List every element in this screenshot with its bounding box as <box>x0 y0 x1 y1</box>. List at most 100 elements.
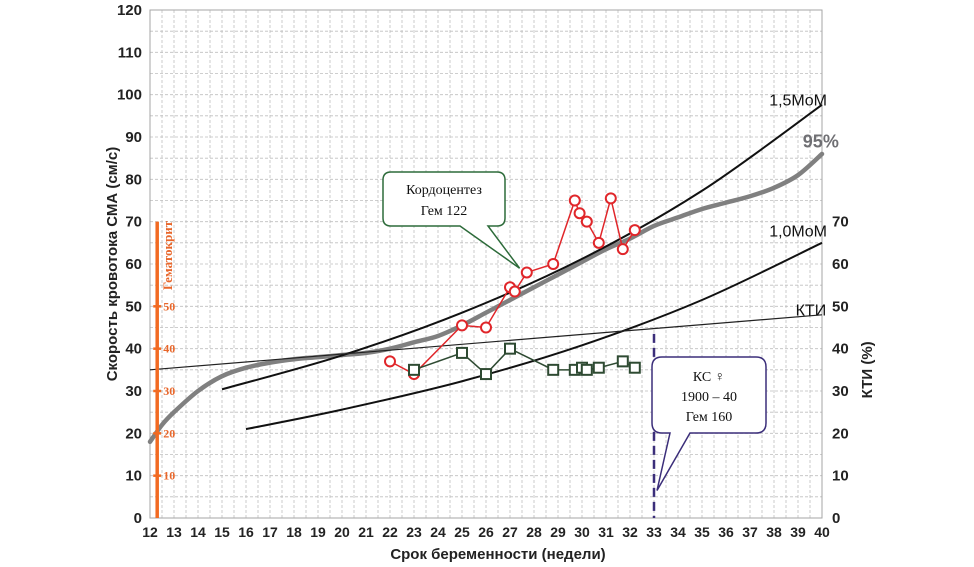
y-tick-label: 120 <box>117 2 142 19</box>
y-tick-label: 0 <box>134 510 142 527</box>
reference-curves: 1,5MoM 1,0MoM 95% КТИ <box>147 92 839 445</box>
cordocentesis-callout-box <box>382 171 521 269</box>
y-tick-label: 40 <box>125 341 142 358</box>
x-tick-label: 39 <box>790 524 806 540</box>
y2-tick-label: 30 <box>832 383 849 400</box>
x-tick-label: 33 <box>646 524 662 540</box>
y2-tick-label: 50 <box>832 298 849 315</box>
p95-curve <box>147 151 825 445</box>
mca-point <box>628 224 641 237</box>
x-tick-label: 31 <box>598 524 614 540</box>
mom-1-5-label: 1,5MoM <box>769 92 827 109</box>
y-tick-label: 100 <box>117 87 142 104</box>
mca-point <box>604 192 617 205</box>
mca-point <box>384 355 396 368</box>
grid <box>149 9 823 519</box>
y-axis-title: Скорость кровотока СМА (см/с) <box>104 147 121 382</box>
x-tick-label: 38 <box>766 524 782 540</box>
x-tick-label: 16 <box>238 524 254 540</box>
x-tick-label: 18 <box>286 524 302 540</box>
y-tick-label: 60 <box>125 256 142 273</box>
y2-tick-label: 60 <box>832 256 849 273</box>
x-tick-label: 26 <box>478 524 494 540</box>
callouts: Кордоцентез Гем 122 КС ♀ 1900 – 40 Гем 160 <box>382 171 767 491</box>
mca-point <box>508 285 521 298</box>
cti-point <box>580 363 593 376</box>
x-tick-label: 27 <box>502 524 518 540</box>
cordocentesis-callout-line2: Гем 122 <box>421 204 468 219</box>
x-tick-label: 34 <box>670 524 686 540</box>
hematocrit-scale: 10 20 30 40 50 Гематокрит <box>153 220 175 518</box>
x-tick-labels: 12 13 14 15 16 17 18 19 20 21 22 23 24 25 26 27 28 29 30 31… <box>142 524 830 540</box>
delivery-callout-line2: 1900 – 40 <box>681 390 737 405</box>
cti-point <box>456 346 468 359</box>
p95-label: 95% <box>803 132 839 152</box>
mca-point <box>573 207 586 220</box>
x-tick-label: 29 <box>550 524 566 540</box>
kti-line <box>149 314 823 371</box>
plot-frame <box>149 9 823 519</box>
y-tick-label: 50 <box>125 298 142 315</box>
x-tick-label: 36 <box>718 524 734 540</box>
mom-1-0-label: 1,0MoM <box>769 223 827 240</box>
y2-tick-label: 10 <box>832 468 849 485</box>
y-tick-label: 20 <box>125 425 142 442</box>
x-tick-label: 15 <box>214 524 230 540</box>
x-tick-label: 17 <box>262 524 278 540</box>
x-tick-label: 14 <box>190 524 206 540</box>
y2-tick-label: 40 <box>832 341 849 358</box>
hematocrit-tick-label: 50 <box>163 299 175 313</box>
x-tick-label: 23 <box>406 524 422 540</box>
mom-1-0-curve <box>245 241 823 431</box>
hematocrit-tick-label: 10 <box>163 469 175 483</box>
cti-point <box>547 363 560 376</box>
mca-point <box>568 194 581 207</box>
x-tick-label: 20 <box>334 524 350 540</box>
y-tick-label: 110 <box>118 44 142 61</box>
x-tick-label: 35 <box>694 524 710 540</box>
mca-point <box>520 266 533 279</box>
hematocrit-tick-label: 20 <box>163 426 175 440</box>
mca-point <box>616 243 629 256</box>
x-axis-title: Срок беременности (недели) <box>390 546 605 563</box>
x-tick-label: 21 <box>358 524 374 540</box>
y-tick-label: 10 <box>125 468 142 485</box>
y2-tick-label: 20 <box>832 425 849 442</box>
cti-point <box>592 361 605 374</box>
cti-point <box>480 368 492 381</box>
y-tick-labels: 0 10 20 30 40 50 60 70 80 90 100 110 120 <box>117 2 142 527</box>
data-series <box>384 192 656 518</box>
mca-point <box>592 236 605 249</box>
mca-point <box>580 215 593 228</box>
kti-label: КТИ <box>796 303 827 320</box>
x-tick-label: 13 <box>166 524 182 540</box>
y2-tick-label: 0 <box>832 510 840 527</box>
y2-tick-label: 70 <box>832 214 849 231</box>
hematocrit-tick-label: 40 <box>163 342 175 356</box>
cordocentesis-callout-line1: Кордоцентез <box>406 183 482 198</box>
mca-point <box>480 321 492 334</box>
x-tick-label: 22 <box>382 524 398 540</box>
x-tick-label: 37 <box>742 524 758 540</box>
x-tick-label: 32 <box>622 524 638 540</box>
x-tick-label: 24 <box>430 524 446 540</box>
delivery-callout-box <box>651 356 767 491</box>
x-tick-label: 30 <box>574 524 590 540</box>
cti-point <box>408 363 420 376</box>
x-tick-label: 28 <box>526 524 542 540</box>
cti-point <box>616 355 629 368</box>
y2-tick-labels: 0 10 20 30 40 50 60 70 <box>832 214 849 527</box>
cti-point <box>628 361 641 374</box>
cti-point <box>504 342 516 355</box>
delivery-callout-line3: Гем 160 <box>686 410 733 425</box>
x-tick-label: 40 <box>814 524 830 540</box>
y2-axis-title: КТИ (%) <box>859 341 876 398</box>
y-tick-label: 70 <box>125 214 142 231</box>
delivery-callout-line1: КС ♀ <box>693 370 725 385</box>
x-tick-label: 19 <box>310 524 326 540</box>
y-tick-label: 90 <box>125 129 142 146</box>
hematocrit-title: Гематокрит <box>160 220 175 290</box>
mom-1-5-curve <box>221 104 823 391</box>
mca-point <box>456 319 468 332</box>
